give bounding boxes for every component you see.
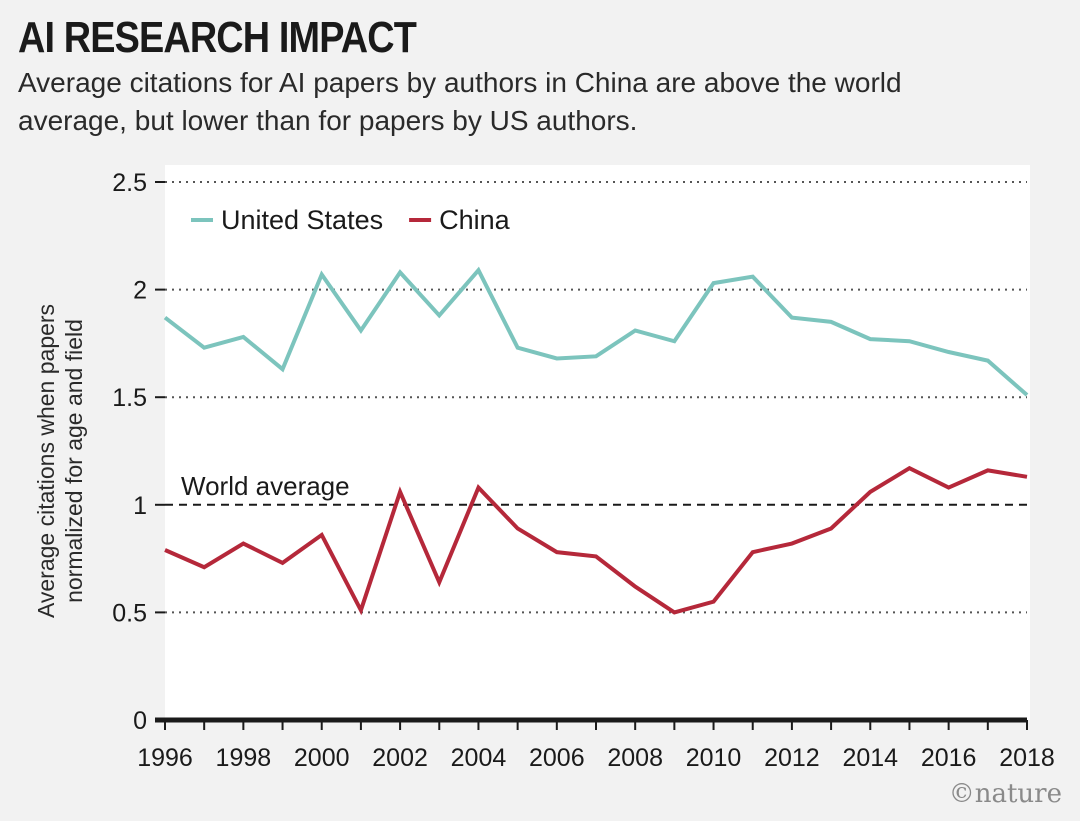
x-tick-label: 2000 [294, 744, 350, 772]
y-tick-label: 2 [133, 277, 147, 305]
source-credit: ©nature [948, 779, 1062, 809]
chart-title: AI RESEARCH IMPACT [18, 13, 417, 62]
y-axis: 0 0.5 1 1.5 2 2.5 [112, 169, 165, 735]
y-tick-label: 2.5 [112, 169, 147, 197]
x-tick-label: 2004 [451, 744, 507, 772]
series-group [163, 266, 1029, 616]
legend-entry: China [439, 205, 511, 235]
y-tick-label: 1 [133, 492, 147, 520]
x-tick-label: 2010 [686, 744, 742, 772]
series-line-united-states [163, 266, 1029, 397]
legend: United States China [191, 205, 511, 235]
y-tick-label: 0.5 [112, 599, 147, 627]
world-average-label: World average [181, 471, 350, 501]
x-tick-label: 1998 [216, 744, 272, 772]
y-axis-label: Average citations when papersnormalized … [33, 304, 87, 618]
world-average-annotation: World average [165, 471, 1027, 506]
series-line-china [164, 465, 1028, 616]
x-tick-label: 2002 [372, 744, 428, 772]
x-tick-label: 2006 [529, 744, 585, 772]
x-tick-label: 2008 [607, 744, 663, 772]
x-axis: 1996 1998 2000 2002 2004 2006 2008 2010 2012 2014… [137, 717, 1055, 772]
y-tick-label: 1.5 [112, 384, 147, 412]
x-tick-label: 2014 [842, 744, 898, 772]
legend-entry: United States [221, 205, 383, 235]
plot-background [165, 165, 1030, 720]
x-tick-label: 2018 [999, 744, 1055, 772]
x-tick-label: 1996 [137, 744, 193, 772]
x-tick-label: 2012 [764, 744, 820, 772]
chart-subtitle: Average citations for AI papers by autho… [18, 67, 902, 136]
y-tick-label: 0 [133, 707, 147, 735]
x-tick-label: 2016 [921, 744, 977, 772]
